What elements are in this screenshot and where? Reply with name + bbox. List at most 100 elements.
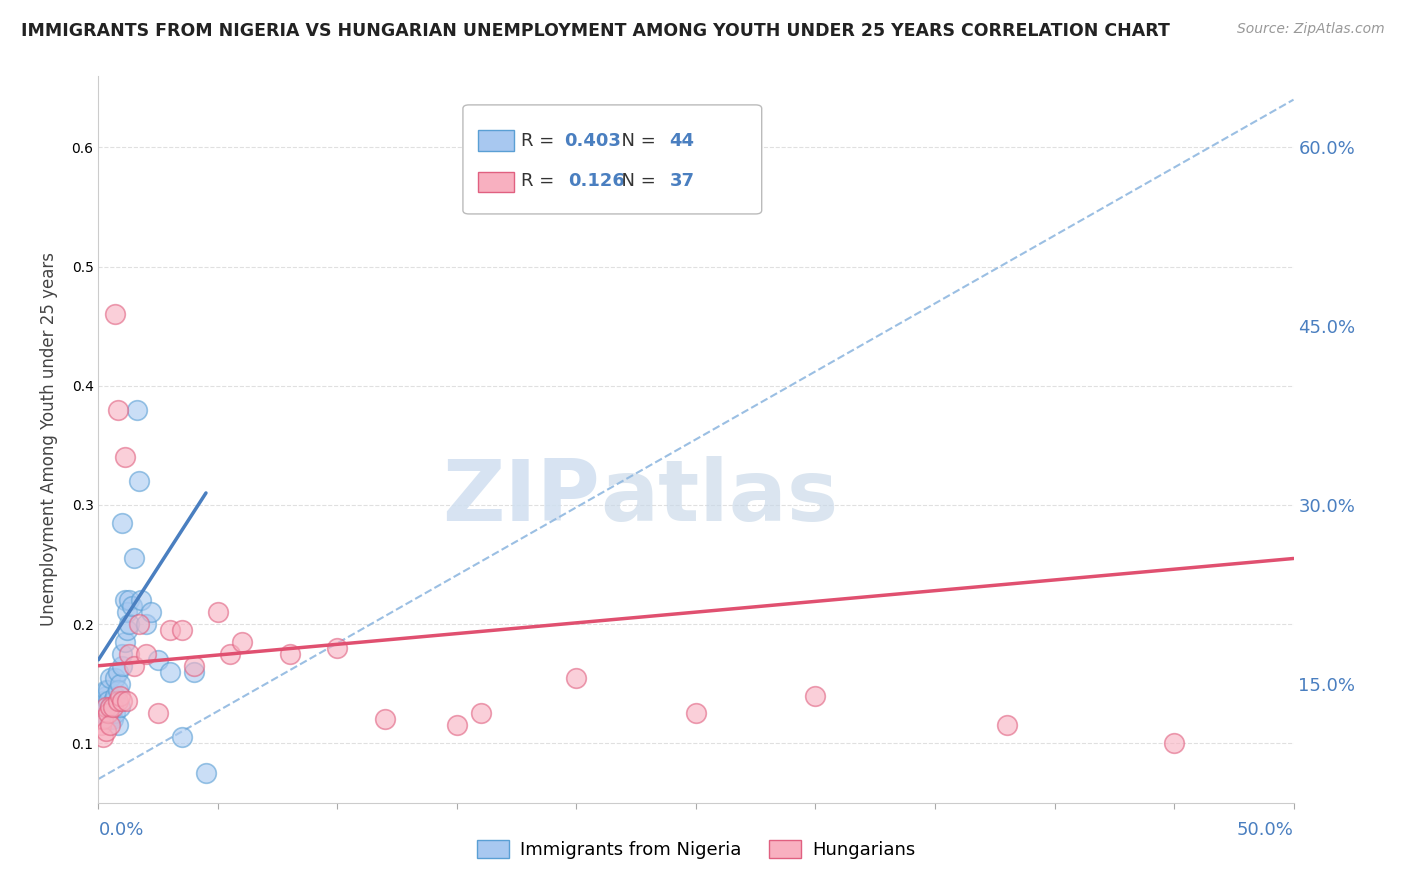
FancyBboxPatch shape — [463, 105, 762, 214]
Point — [101, 712, 124, 726]
Point — [148, 653, 170, 667]
Point — [195, 766, 218, 780]
Point — [108, 676, 131, 690]
Bar — [478, 172, 515, 192]
Point — [207, 605, 229, 619]
Point — [1163, 736, 1185, 750]
Point — [97, 694, 120, 708]
Point — [124, 551, 146, 566]
Point — [104, 671, 127, 685]
Point — [111, 658, 134, 673]
Point — [159, 623, 181, 637]
Point — [98, 700, 122, 714]
Point — [97, 706, 120, 721]
Point — [91, 706, 114, 721]
Text: ZIP: ZIP — [443, 456, 600, 539]
Point — [104, 689, 127, 703]
Point — [107, 718, 129, 732]
Point — [118, 593, 141, 607]
Text: N =: N = — [610, 131, 661, 150]
Point — [94, 700, 117, 714]
Text: 0.0%: 0.0% — [98, 821, 143, 838]
Point — [374, 712, 396, 726]
Point — [114, 450, 136, 465]
Text: R =: R = — [522, 172, 567, 190]
Point — [114, 635, 136, 649]
Point — [101, 700, 124, 714]
Point — [94, 689, 117, 703]
Point — [90, 706, 112, 721]
Point — [131, 593, 153, 607]
Point — [685, 706, 707, 721]
Point — [148, 706, 170, 721]
Point — [90, 718, 112, 732]
Point — [995, 718, 1018, 732]
Point — [107, 694, 129, 708]
Point — [565, 671, 588, 685]
Point — [91, 731, 114, 745]
Point — [118, 647, 141, 661]
Point — [111, 647, 134, 661]
Text: 0.403: 0.403 — [565, 131, 621, 150]
Point — [172, 623, 194, 637]
Point — [231, 635, 253, 649]
Point — [97, 712, 120, 726]
Point — [104, 307, 127, 321]
Point — [98, 671, 122, 685]
Text: 44: 44 — [669, 131, 695, 150]
Text: 37: 37 — [669, 172, 695, 190]
Point — [183, 665, 205, 679]
Point — [128, 474, 150, 488]
Point — [104, 706, 127, 721]
Point — [108, 689, 131, 703]
Point — [115, 605, 138, 619]
Point — [94, 682, 117, 697]
Point — [135, 617, 157, 632]
Point — [107, 665, 129, 679]
Point — [125, 402, 148, 417]
Point — [101, 694, 124, 708]
Point — [97, 682, 120, 697]
Bar — [478, 130, 515, 151]
Point — [91, 694, 114, 708]
Point — [135, 647, 157, 661]
Point — [94, 700, 117, 714]
Point — [446, 718, 468, 732]
Y-axis label: Unemployment Among Youth under 25 years: Unemployment Among Youth under 25 years — [39, 252, 58, 626]
Point — [98, 718, 122, 732]
Point — [91, 712, 114, 726]
Point — [115, 694, 138, 708]
Point — [326, 640, 349, 655]
Point — [107, 682, 129, 697]
Text: R =: R = — [522, 131, 561, 150]
Point — [470, 706, 492, 721]
Point — [219, 647, 242, 661]
Point — [111, 516, 134, 530]
Text: 0.126: 0.126 — [568, 172, 626, 190]
Point — [128, 617, 150, 632]
Point — [94, 724, 117, 739]
Point — [98, 712, 122, 726]
Point — [115, 623, 138, 637]
Text: 50.0%: 50.0% — [1237, 821, 1294, 838]
Point — [114, 593, 136, 607]
Point — [159, 665, 181, 679]
Point — [98, 700, 122, 714]
Point — [108, 700, 131, 714]
Point — [90, 700, 112, 714]
Point — [111, 694, 134, 708]
Point — [804, 689, 827, 703]
Text: Source: ZipAtlas.com: Source: ZipAtlas.com — [1237, 22, 1385, 37]
Text: atlas: atlas — [600, 456, 838, 539]
Point — [118, 617, 141, 632]
Text: IMMIGRANTS FROM NIGERIA VS HUNGARIAN UNEMPLOYMENT AMONG YOUTH UNDER 25 YEARS COR: IMMIGRANTS FROM NIGERIA VS HUNGARIAN UNE… — [21, 22, 1170, 40]
Point — [278, 647, 301, 661]
Point — [183, 658, 205, 673]
Point — [121, 599, 143, 614]
Point — [107, 402, 129, 417]
Point — [172, 731, 194, 745]
Point — [139, 605, 162, 619]
Legend: Immigrants from Nigeria, Hungarians: Immigrants from Nigeria, Hungarians — [470, 832, 922, 866]
Point — [124, 658, 146, 673]
Text: N =: N = — [610, 172, 661, 190]
